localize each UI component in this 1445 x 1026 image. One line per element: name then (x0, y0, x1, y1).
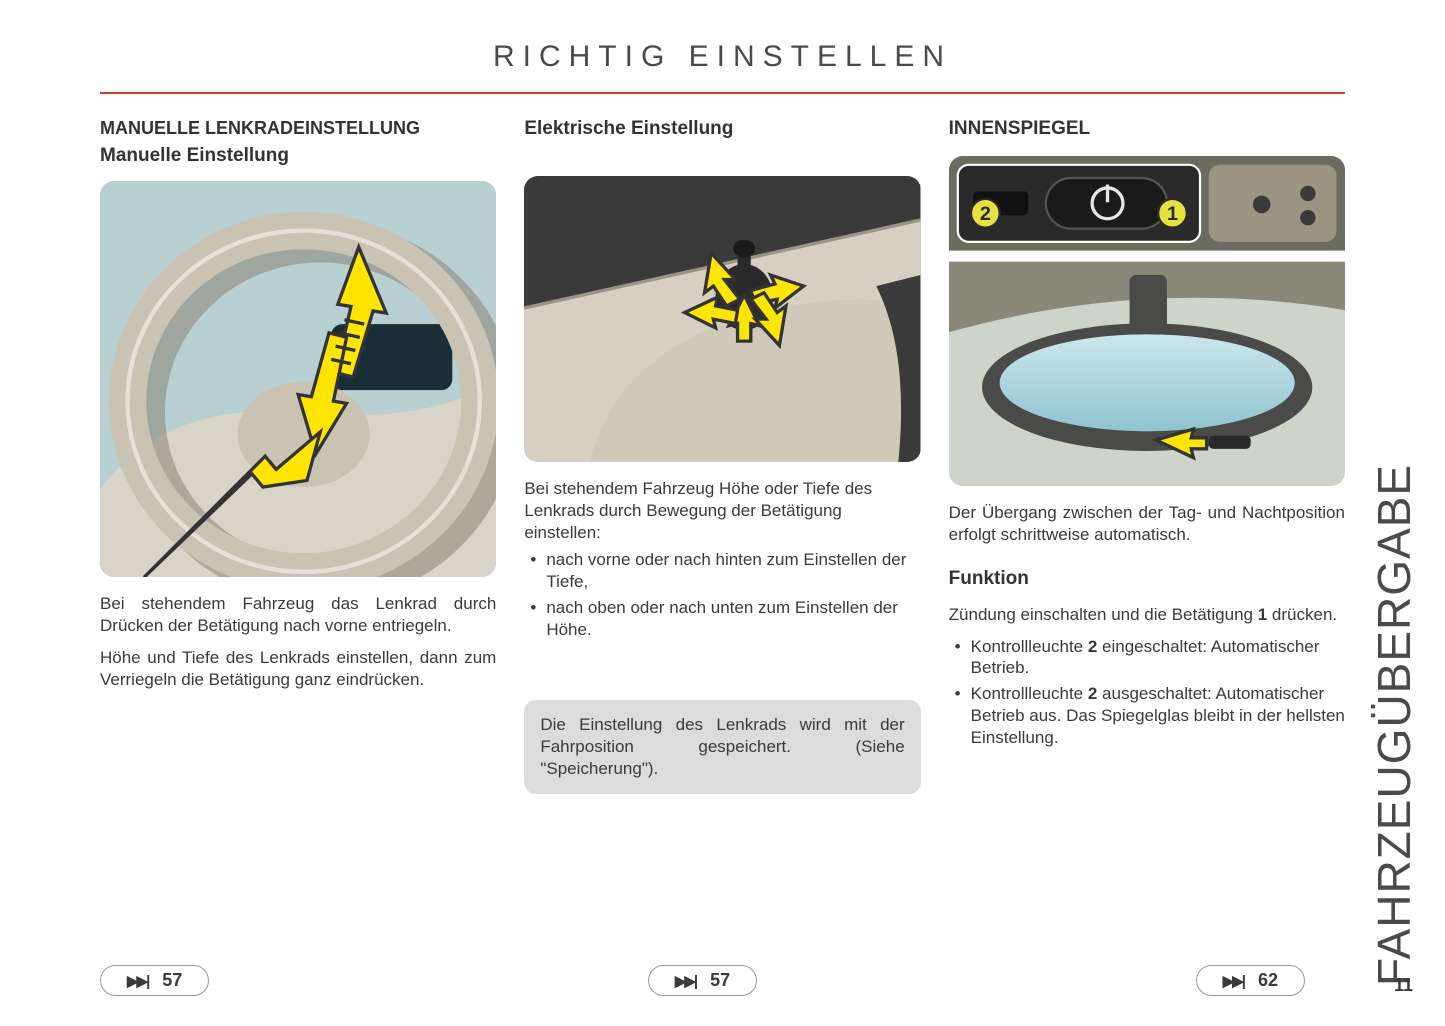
col1-heading-upper: MANUELLE LENKRADEINSTELLUNG (100, 118, 496, 139)
col2-heading: Elektrische Einstellung (524, 118, 920, 140)
page-ref-row: ▶▶| 57 ▶▶| 57 ▶▶| 62 (100, 965, 1305, 996)
col3-heading: INNENSPIEGEL (949, 118, 1345, 140)
fast-forward-icon: ▶▶| (127, 972, 148, 990)
col1-illustration (100, 181, 496, 577)
manual-page: RICHTIG EINSTELLEN MANUELLE LENKRADEINST… (0, 0, 1445, 1026)
fast-forward-icon: ▶▶| (1223, 972, 1244, 990)
title-divider (100, 92, 1345, 94)
funktion-heading: Funktion (949, 568, 1345, 590)
page-title: RICHTIG EINSTELLEN (100, 40, 1345, 74)
funktion-intro: Zündung einschalten und die Betätigung 1… (949, 604, 1345, 626)
fast-forward-icon: ▶▶| (675, 972, 696, 990)
page-number: 11 (1394, 975, 1413, 996)
funktion-intro-b: drücken. (1267, 605, 1337, 624)
column-mirror: INNENSPIEGEL (949, 118, 1345, 794)
callout-1-label: 1 (1167, 203, 1178, 225)
col2-bullets: nach vorne oder nach hinten zum Einstell… (524, 549, 920, 640)
columns-container: MANUELLE LENKRADEINSTELLUNG Manuelle Ein… (100, 118, 1345, 794)
column-electric: Elektrische Einstellung (524, 118, 920, 794)
column-manual: MANUELLE LENKRADEINSTELLUNG Manuelle Ein… (100, 118, 496, 794)
list-item: nach oben oder nach unten zum Einstellen… (546, 597, 920, 641)
list-item: Kontrollleuchte 2 ausgeschaltet: Automat… (971, 683, 1345, 748)
callout-2-label: 2 (979, 203, 990, 225)
side-tab: FAHRZEUGÜBERGABE (1367, 150, 1421, 986)
note-box: Die Einstellung des Lenkrads wird mit de… (524, 700, 920, 793)
col1-subheading: Manuelle Einstellung (100, 145, 496, 167)
col3-para1: Der Übergang zwischen der Tag- und Nacht… (949, 502, 1345, 546)
funktion-intro-a: Zündung einschalten und die Betätigung (949, 605, 1258, 624)
page-ref-3[interactable]: ▶▶| 62 (1196, 965, 1305, 996)
col2-illustration (524, 176, 920, 462)
page-ref-number: 62 (1258, 970, 1278, 991)
col1-para2: Höhe und Tiefe des Lenkrads einstellen, … (100, 647, 496, 691)
list-item: Kontrollleuchte 2 eingeschaltet: Automat… (971, 636, 1345, 680)
list-item: nach vorne oder nach hinten zum Einstell… (546, 549, 920, 593)
page-ref-1[interactable]: ▶▶| 57 (100, 965, 209, 996)
page-ref-number: 57 (710, 970, 730, 991)
col1-para1: Bei stehendem Fahrzeug das Lenkrad durch… (100, 593, 496, 637)
page-ref-number: 57 (162, 970, 182, 991)
funktion-bold1: 1 (1258, 605, 1267, 624)
col3-illustration: 1 2 (949, 156, 1345, 486)
page-ref-2[interactable]: ▶▶| 57 (648, 965, 757, 996)
col3-bullets: Kontrollleuchte 2 eingeschaltet: Automat… (949, 636, 1345, 749)
col2-intro: Bei stehendem Fahrzeug Höhe oder Tiefe d… (524, 478, 920, 543)
